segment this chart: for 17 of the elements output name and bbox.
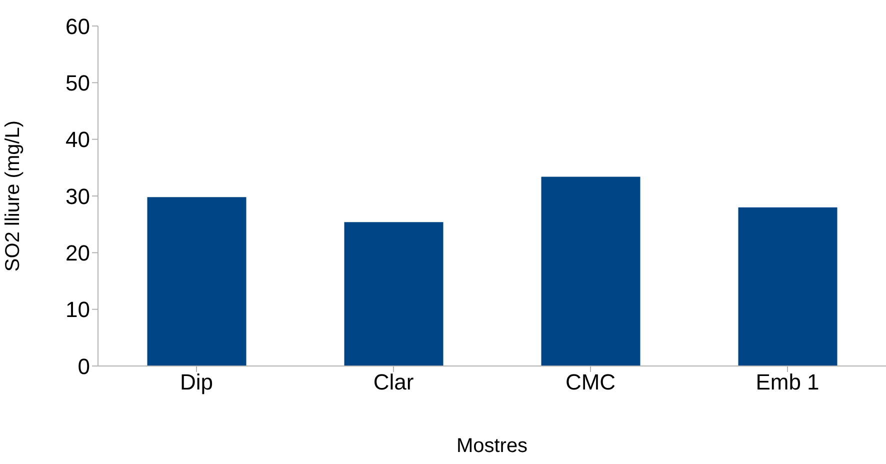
x-tick-label: CMC — [565, 370, 616, 395]
x-tick-label: Emb 1 — [756, 370, 820, 395]
y-tick-label: 10 — [66, 297, 90, 322]
x-tick-label: Clar — [373, 370, 414, 395]
y-axis-title: SO2 lliure (mg/L) — [2, 120, 24, 272]
x-tick-label: Dip — [180, 370, 214, 395]
bar — [147, 197, 246, 366]
y-tick-label: 0 — [78, 354, 90, 379]
x-axis-title: Mostres — [456, 435, 528, 457]
bar — [738, 207, 838, 366]
bar — [344, 222, 444, 366]
bar — [541, 176, 640, 366]
y-tick-label: 60 — [66, 14, 90, 39]
y-tick-label: 50 — [66, 70, 90, 96]
y-tick-label: 20 — [66, 240, 90, 266]
y-tick-label: 40 — [66, 127, 90, 152]
y-tick-label: 30 — [66, 184, 90, 209]
